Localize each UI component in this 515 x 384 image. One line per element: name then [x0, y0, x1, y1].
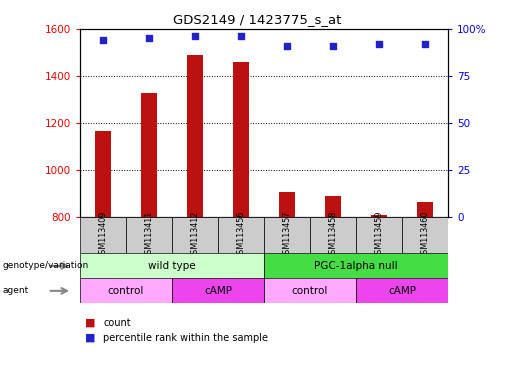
Point	[329, 43, 337, 49]
Text: ■: ■	[85, 318, 95, 328]
Bar	[279, 192, 295, 217]
Bar	[310, 217, 356, 253]
Bar	[325, 196, 341, 217]
Text: GDS2149 / 1423775_s_at: GDS2149 / 1423775_s_at	[174, 13, 341, 26]
Text: ■: ■	[85, 333, 95, 343]
Text: control: control	[292, 286, 328, 296]
Bar	[371, 215, 387, 217]
Text: PGC-1alpha null: PGC-1alpha null	[314, 261, 398, 271]
Bar	[80, 253, 264, 278]
Text: GSM113409: GSM113409	[98, 211, 107, 259]
Point	[421, 41, 429, 47]
Text: percentile rank within the sample: percentile rank within the sample	[103, 333, 268, 343]
Bar	[264, 217, 310, 253]
Bar	[218, 217, 264, 253]
Text: GSM113456: GSM113456	[236, 211, 246, 259]
Text: GSM113411: GSM113411	[144, 211, 153, 259]
Point	[145, 35, 153, 41]
Bar	[172, 278, 264, 303]
Text: control: control	[108, 286, 144, 296]
Bar	[95, 131, 111, 217]
Bar	[187, 55, 203, 217]
Point	[191, 33, 199, 40]
Bar	[126, 217, 172, 253]
Text: GSM113458: GSM113458	[329, 211, 337, 259]
Text: wild type: wild type	[148, 261, 196, 271]
Text: agent: agent	[3, 286, 29, 295]
Bar	[80, 217, 126, 253]
Text: genotype/variation: genotype/variation	[3, 262, 89, 270]
Text: GSM113459: GSM113459	[374, 211, 384, 260]
Bar	[141, 93, 157, 217]
Bar	[356, 217, 402, 253]
Point	[237, 33, 245, 40]
Bar	[172, 217, 218, 253]
Point	[99, 37, 107, 43]
Bar	[80, 278, 172, 303]
Bar	[264, 253, 448, 278]
Bar	[233, 62, 249, 217]
Text: cAMP: cAMP	[204, 286, 232, 296]
Bar	[417, 202, 433, 217]
Text: count: count	[103, 318, 131, 328]
Point	[375, 41, 383, 47]
Text: GSM113457: GSM113457	[282, 211, 291, 260]
Point	[283, 43, 291, 49]
Text: cAMP: cAMP	[388, 286, 416, 296]
Bar	[264, 278, 356, 303]
Text: GSM113460: GSM113460	[421, 211, 430, 259]
Bar	[402, 217, 448, 253]
Text: GSM113412: GSM113412	[191, 211, 199, 259]
Bar	[356, 278, 448, 303]
